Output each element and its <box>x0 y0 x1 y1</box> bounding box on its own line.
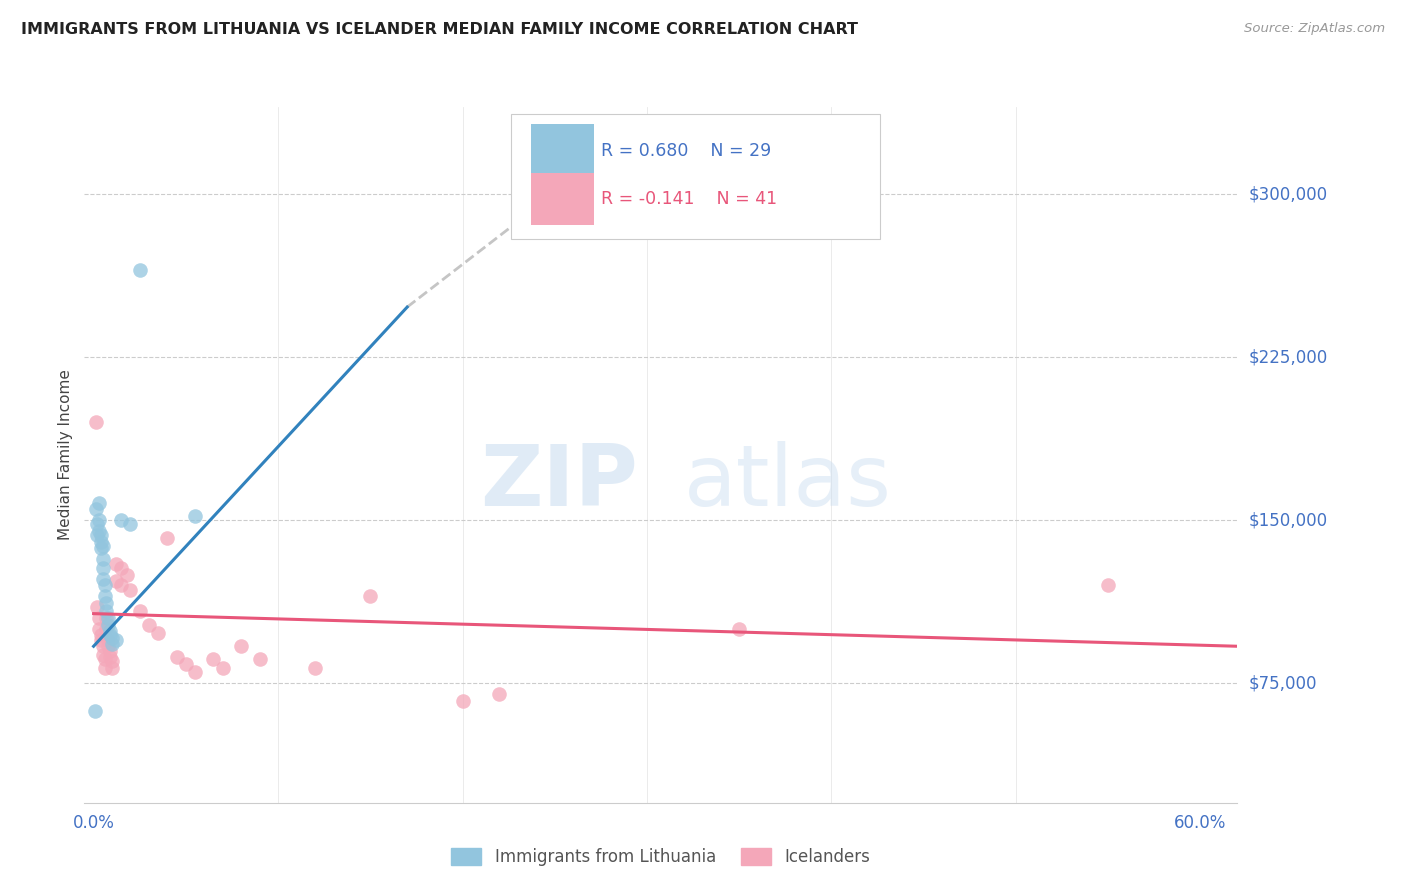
Point <box>110 578 132 592</box>
Text: $300,000: $300,000 <box>1249 185 1327 203</box>
Point <box>728 622 751 636</box>
Point <box>120 517 142 532</box>
Point <box>93 578 115 592</box>
Text: IMMIGRANTS FROM LITHUANIA VS ICELANDER MEDIAN FAMILY INCOME CORRELATION CHART: IMMIGRANTS FROM LITHUANIA VS ICELANDER M… <box>21 22 858 37</box>
Text: $225,000: $225,000 <box>1249 348 1327 366</box>
Point <box>90 541 112 556</box>
Point <box>128 605 150 619</box>
Point <box>87 611 110 625</box>
Point <box>96 605 118 619</box>
Point <box>86 517 108 532</box>
Point <box>84 705 107 719</box>
Point <box>97 617 120 632</box>
FancyBboxPatch shape <box>530 125 593 177</box>
Point <box>96 622 118 636</box>
Point <box>110 513 132 527</box>
Point <box>138 617 160 632</box>
Point <box>110 561 132 575</box>
Point <box>93 589 115 603</box>
Point <box>120 582 142 597</box>
Point <box>91 552 114 566</box>
Point <box>90 528 112 542</box>
Point <box>98 628 121 642</box>
Point <box>156 531 179 545</box>
Point <box>115 567 138 582</box>
Point <box>202 652 225 666</box>
Point <box>184 665 207 680</box>
Point <box>98 643 121 657</box>
Point <box>101 655 124 669</box>
Text: $75,000: $75,000 <box>1249 674 1317 692</box>
Point <box>101 637 124 651</box>
Point <box>87 513 110 527</box>
Legend: Immigrants from Lithuania, Icelanders: Immigrants from Lithuania, Icelanders <box>443 839 879 874</box>
Point <box>91 572 114 586</box>
Point <box>98 650 121 665</box>
FancyBboxPatch shape <box>510 114 880 239</box>
Point <box>249 652 271 666</box>
Point <box>91 561 114 575</box>
Point <box>87 524 110 538</box>
Text: R = -0.141    N = 41: R = -0.141 N = 41 <box>600 190 778 208</box>
Point <box>488 687 510 701</box>
Text: ZIP: ZIP <box>479 442 638 524</box>
Point <box>93 652 115 666</box>
Point <box>101 631 124 645</box>
Point <box>96 596 118 610</box>
Point <box>90 632 112 647</box>
Point <box>90 534 112 549</box>
Point <box>104 574 127 588</box>
FancyBboxPatch shape <box>530 173 593 226</box>
Point <box>101 661 124 675</box>
Point <box>184 508 207 523</box>
Point <box>87 622 110 636</box>
Point <box>97 632 120 647</box>
Point <box>128 263 150 277</box>
Text: R = 0.680    N = 29: R = 0.680 N = 29 <box>600 142 770 160</box>
Point <box>86 528 108 542</box>
Point <box>97 639 120 653</box>
Point <box>451 693 474 707</box>
Point <box>87 496 110 510</box>
Point <box>359 589 381 603</box>
Y-axis label: Median Family Income: Median Family Income <box>58 369 73 541</box>
Point <box>86 502 108 516</box>
Point <box>146 626 169 640</box>
Point <box>104 632 127 647</box>
Text: Source: ZipAtlas.com: Source: ZipAtlas.com <box>1244 22 1385 36</box>
Point <box>86 600 108 615</box>
Point <box>93 661 115 675</box>
Point <box>98 624 121 638</box>
Point <box>86 415 108 429</box>
Point <box>166 650 188 665</box>
Point <box>1097 578 1119 592</box>
Point <box>91 639 114 653</box>
Point <box>91 648 114 662</box>
Text: atlas: atlas <box>683 442 891 524</box>
Point <box>211 661 233 675</box>
Point <box>91 539 114 553</box>
Point <box>104 557 127 571</box>
Text: $150,000: $150,000 <box>1249 511 1327 529</box>
Point <box>96 611 118 625</box>
Point <box>231 639 253 653</box>
Point <box>304 661 326 675</box>
Point <box>97 611 120 625</box>
Point <box>174 657 197 671</box>
Point <box>90 628 112 642</box>
